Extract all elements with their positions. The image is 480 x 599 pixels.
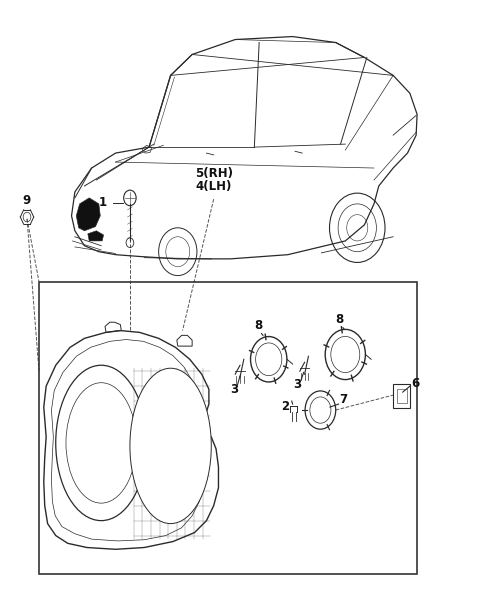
- Text: 7: 7: [339, 394, 348, 406]
- Text: 2: 2: [281, 400, 289, 413]
- Text: 6: 6: [411, 377, 420, 390]
- Text: 8: 8: [336, 313, 344, 326]
- Text: 4(LH): 4(LH): [195, 180, 232, 193]
- Text: 8: 8: [254, 319, 262, 332]
- Text: 3: 3: [293, 379, 301, 391]
- Bar: [397, 389, 407, 404]
- Polygon shape: [88, 231, 104, 241]
- Text: 5(RH): 5(RH): [195, 167, 233, 180]
- Text: 1: 1: [99, 196, 107, 209]
- Polygon shape: [76, 198, 100, 231]
- Bar: [393, 385, 410, 409]
- Text: 3: 3: [230, 383, 238, 396]
- Text: 9: 9: [22, 194, 30, 207]
- Bar: [39, 282, 417, 574]
- Ellipse shape: [130, 368, 211, 524]
